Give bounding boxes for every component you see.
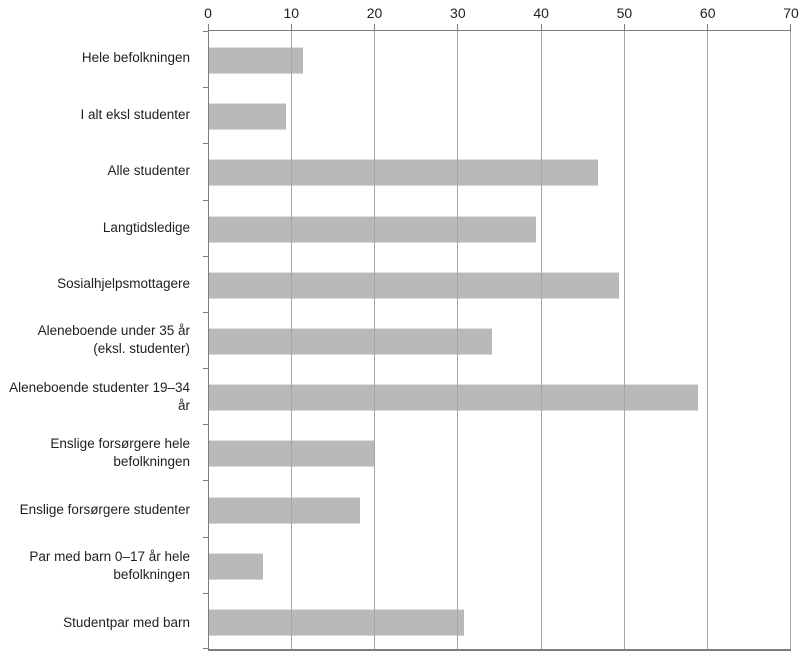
category-label-line: Aleneboende studenter 19–34 år	[9, 379, 190, 413]
gridline-x-60	[706, 31, 708, 649]
category-label: Alle studenter	[0, 143, 199, 199]
y-axis-tick-mark	[203, 536, 209, 538]
bar-7	[209, 384, 698, 411]
y-axis-tick-mark	[203, 648, 209, 649]
x-axis-tick-label: 50	[616, 5, 633, 21]
category-label: Studentpar med barn	[0, 595, 199, 651]
x-axis-tick-mark	[457, 24, 459, 30]
y-axis-tick-mark	[203, 480, 209, 482]
bar-row	[209, 87, 791, 143]
gridline-x-10	[291, 31, 293, 649]
x-axis-tick-label: 40	[533, 5, 549, 21]
category-label: I alt eksl studenter	[0, 86, 199, 142]
category-label-line: Alle studenter	[107, 163, 190, 179]
category-label: Aleneboende under 35 år (eksl. studenter)	[0, 312, 199, 368]
x-axis-tick-mark	[540, 24, 542, 30]
bar-9	[209, 497, 361, 524]
y-axis-tick-mark	[203, 255, 209, 257]
bar-row	[209, 31, 791, 87]
bar-10	[209, 553, 264, 580]
category-label-line: Sosialhjelpsmottagere	[57, 276, 190, 292]
category-label: Par med barn 0–17 år hele befolkningen	[0, 538, 199, 594]
bar-5	[209, 272, 619, 299]
category-label: Langtidsledige	[0, 199, 199, 255]
category-label-line: befolkningen	[113, 454, 190, 470]
bar-row	[209, 200, 791, 256]
category-label-line: (eksl. studenter)	[93, 341, 190, 357]
gridline-x-40	[540, 31, 542, 649]
category-label: Sosialhjelpsmottagere	[0, 256, 199, 312]
gridline-x-30	[457, 31, 459, 649]
bar-row	[209, 537, 791, 593]
bar-rows	[209, 31, 791, 649]
category-labels: Hele befolkningen I alt eksl studenter All…	[0, 30, 199, 651]
category-label-line: befolkningen	[113, 567, 190, 583]
category-label-line: Hele befolkningen	[81, 50, 190, 66]
x-axis-tick-label: 30	[450, 5, 466, 21]
y-axis-tick-mark	[203, 368, 209, 370]
category-label-line: Aleneboende under 35 år	[37, 323, 190, 339]
bar-11	[209, 609, 465, 636]
y-axis-tick-mark	[203, 143, 209, 145]
y-axis-tick-mark	[203, 592, 209, 594]
x-axis-tick-label: 20	[366, 5, 383, 21]
x-axis-tick-label: 10	[283, 5, 300, 21]
gridline-x-50	[623, 31, 625, 649]
x-axis-tick-mark	[208, 24, 209, 30]
category-label-line: Par med barn 0–17 år hele	[29, 549, 190, 565]
y-axis-tick-mark	[203, 87, 209, 89]
y-axis-tick-mark	[203, 311, 209, 313]
y-axis-tick-mark	[203, 424, 209, 426]
bar-row	[209, 368, 791, 424]
bar-6	[209, 328, 492, 355]
bar-3	[209, 160, 599, 187]
x-axis-tick-mark	[623, 24, 625, 30]
category-label-line: Studentpar med barn	[63, 614, 190, 630]
x-axis-tick-mark	[706, 24, 708, 30]
bar-row	[209, 424, 791, 480]
bar-row	[209, 481, 791, 537]
gridline-x-20	[374, 31, 376, 649]
category-label: Aleneboende studenter 19–34 år	[0, 369, 199, 425]
category-label: Hele befolkningen	[0, 30, 199, 86]
bar-row	[209, 593, 791, 649]
bar-row	[209, 312, 791, 368]
y-axis-tick-mark	[203, 31, 209, 32]
x-axis-tick-label: 0	[204, 5, 212, 21]
category-label-line: I alt eksl studenter	[80, 106, 190, 122]
x-axis-tick-labels: 0 10 20 30 40 50 60 70	[204, 5, 799, 25]
bar-row	[209, 256, 791, 312]
x-axis-tick-mark	[790, 24, 791, 30]
category-label-line: Enslige forsørgere studenter	[19, 501, 190, 517]
bar-row	[209, 143, 791, 199]
bar-4	[209, 216, 536, 243]
gridline-x-70	[790, 31, 791, 649]
category-label-line: Langtidsledige	[102, 219, 190, 235]
x-axis-tick-label: 70	[783, 5, 799, 21]
x-axis-tick-mark	[291, 24, 293, 30]
bar-2	[209, 103, 287, 130]
y-axis-tick-mark	[203, 199, 209, 201]
category-label: Enslige forsørgere studenter	[0, 482, 199, 538]
category-label-line: Enslige forsørgere hele	[50, 436, 190, 452]
plot-area	[203, 24, 791, 651]
bar-8	[209, 440, 376, 467]
x-axis-tick-label: 60	[699, 5, 716, 21]
bar-1	[209, 47, 303, 74]
x-axis-tick-mark	[374, 24, 376, 30]
category-label: Enslige forsørgere hele befolkningen	[0, 425, 199, 481]
